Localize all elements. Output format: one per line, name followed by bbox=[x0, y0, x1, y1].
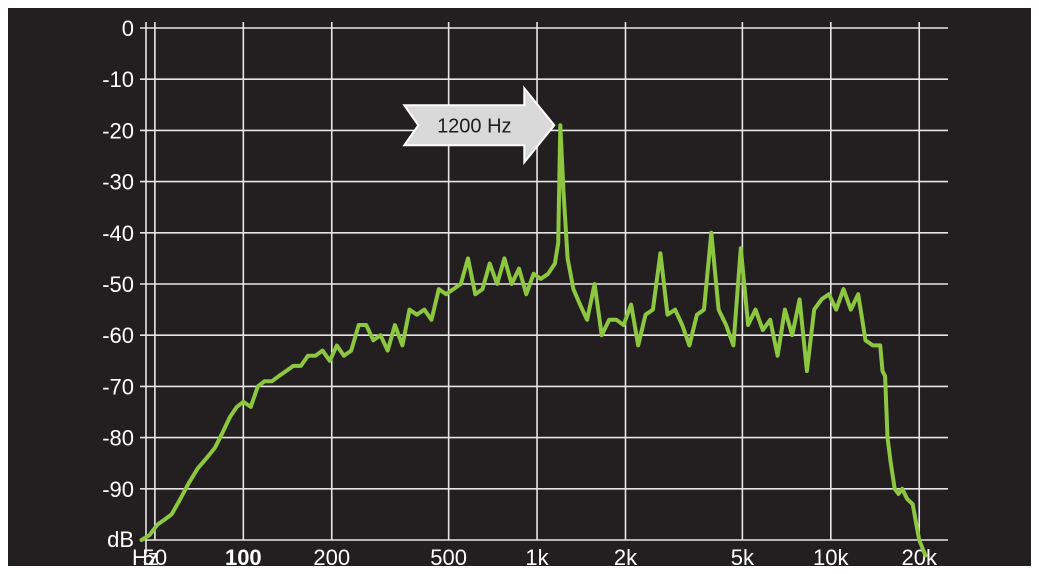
grid-lines bbox=[140, 22, 948, 554]
x-tick-label: 100 bbox=[225, 545, 262, 566]
y-axis-tick-labels: 0 -10 -20 -30 -40 -50 -60 -70 -80 -90 bbox=[102, 16, 134, 502]
frequency-spectrum-chart: 0 -10 -20 -30 -40 -50 -60 -70 -80 -90 50 100 200 500… bbox=[102, 16, 948, 566]
y-tick-label: -20 bbox=[102, 118, 134, 143]
x-axis-tick-labels: 50 100 200 500 1k 2k 5k 10k 20k bbox=[143, 545, 938, 566]
chart-panel: 0 -10 -20 -30 -40 -50 -60 -70 -80 -90 50 100 200 500… bbox=[8, 8, 1031, 566]
y-tick-label: 0 bbox=[122, 16, 134, 41]
x-tick-label: 5k bbox=[731, 545, 755, 566]
y-tick-label: -90 bbox=[102, 477, 134, 502]
callout-label: 1200 Hz bbox=[437, 115, 512, 137]
x-axis-label: Hz bbox=[132, 545, 159, 566]
y-tick-label: -80 bbox=[102, 426, 134, 451]
callout-arrow-icon bbox=[402, 85, 556, 166]
y-tick-label: -10 bbox=[102, 67, 134, 92]
x-tick-label: 50 bbox=[143, 545, 167, 566]
x-tick-label: 10k bbox=[813, 545, 849, 566]
y-tick-label: -70 bbox=[102, 374, 134, 399]
series-layer bbox=[139, 123, 928, 558]
y-tick-label: -30 bbox=[102, 170, 134, 195]
x-tick-label: 500 bbox=[430, 545, 467, 566]
frequency-callout: 1200 Hz bbox=[402, 85, 556, 166]
y-tick-label: -60 bbox=[102, 323, 134, 348]
y-tick-label: -40 bbox=[102, 221, 134, 246]
x-tick-label: 20k bbox=[901, 545, 937, 566]
x-tick-label: 1k bbox=[525, 545, 549, 566]
x-tick-label: 200 bbox=[313, 545, 350, 566]
y-tick-label: -50 bbox=[102, 272, 134, 297]
y-axis-label: dB bbox=[107, 527, 134, 552]
spectrum-series-line bbox=[139, 123, 928, 558]
x-tick-label: 2k bbox=[614, 545, 638, 566]
